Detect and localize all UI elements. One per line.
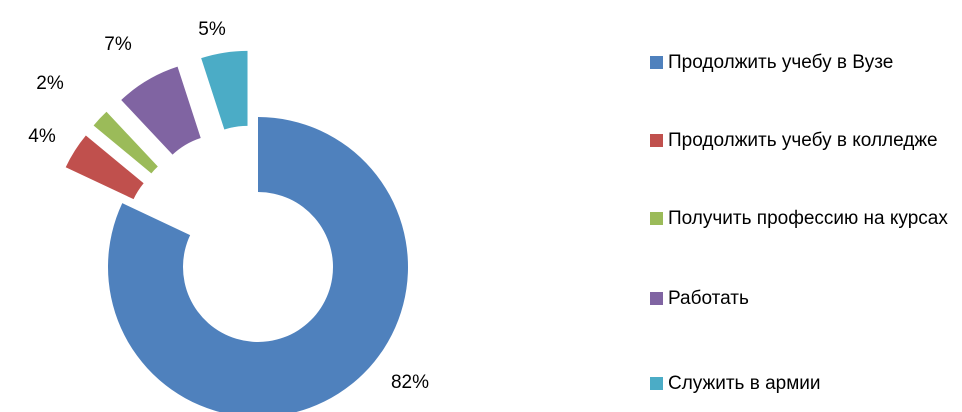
legend-label: Продолжить учебу в Вузе	[668, 52, 894, 73]
legend-item: Получить профессию на курсах	[650, 201, 950, 236]
legend-item: Служить в армии	[650, 366, 950, 401]
data-label: 2%	[36, 73, 64, 94]
data-label: 82%	[391, 372, 429, 393]
legend-label: Служить в армии	[668, 373, 821, 394]
legend-label: Получить профессию на курсах	[668, 208, 948, 229]
slice	[121, 66, 201, 155]
slice	[201, 50, 248, 130]
legend-swatch	[650, 212, 663, 225]
legend-swatch	[650, 56, 663, 69]
legend-item: Продолжить учебу в Вузе	[650, 45, 950, 80]
legend-swatch	[650, 292, 663, 305]
legend-item: Работать	[650, 281, 950, 316]
legend-item: Продолжить учебу в колледже	[650, 123, 950, 158]
slice	[65, 135, 144, 200]
data-label: 7%	[104, 34, 132, 55]
legend-label: Работать	[668, 288, 749, 309]
legend-label: Продолжить учебу в колледже	[668, 130, 938, 151]
legend-swatch	[650, 134, 663, 147]
data-label: 4%	[28, 126, 56, 147]
legend-swatch	[650, 377, 663, 390]
data-label: 5%	[198, 19, 226, 40]
slice	[93, 111, 158, 174]
slice	[108, 117, 408, 412]
